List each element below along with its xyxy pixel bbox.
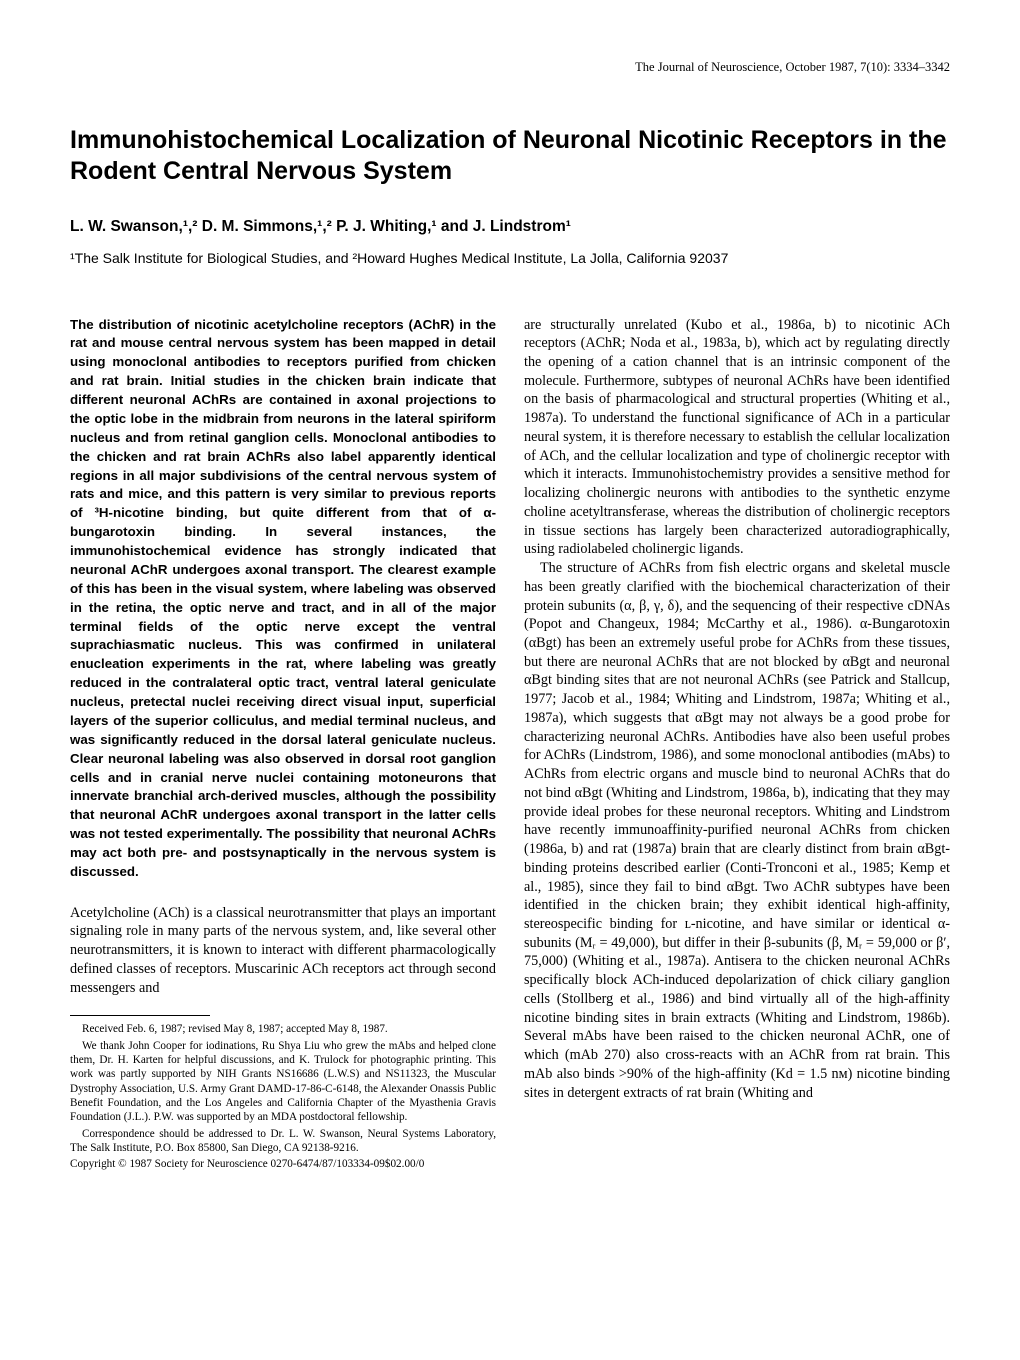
authors-line: L. W. Swanson,¹,² D. M. Simmons,¹,² P. J… bbox=[70, 218, 950, 236]
journal-header: The Journal of Neuroscience, October 198… bbox=[70, 60, 950, 75]
footnotes-block: Received Feb. 6, 1987; revised May 8, 19… bbox=[70, 1022, 496, 1171]
footnote-correspondence: Correspondence should be addressed to Dr… bbox=[70, 1127, 496, 1156]
left-column: The distribution of nicotinic acetylchol… bbox=[70, 316, 496, 1174]
affiliations: ¹The Salk Institute for Biological Studi… bbox=[70, 250, 950, 266]
article-title: Immunohistochemical Localization of Neur… bbox=[70, 125, 950, 188]
intro-paragraph: Acetylcholine (ACh) is a classical neuro… bbox=[70, 904, 496, 998]
footnote-acknowledgments: We thank John Cooper for iodinations, Ru… bbox=[70, 1039, 496, 1125]
footnote-copyright: Copyright © 1987 Society for Neuroscienc… bbox=[70, 1157, 496, 1171]
right-para-1: are structurally unrelated (Kubo et al.,… bbox=[524, 316, 950, 560]
footnote-received: Received Feb. 6, 1987; revised May 8, 19… bbox=[70, 1022, 496, 1036]
right-para-2: The structure of AChRs from fish electri… bbox=[524, 559, 950, 1102]
footnote-divider bbox=[70, 1015, 210, 1016]
abstract-text: The distribution of nicotinic acetylchol… bbox=[70, 316, 496, 882]
right-column: are structurally unrelated (Kubo et al.,… bbox=[524, 316, 950, 1174]
